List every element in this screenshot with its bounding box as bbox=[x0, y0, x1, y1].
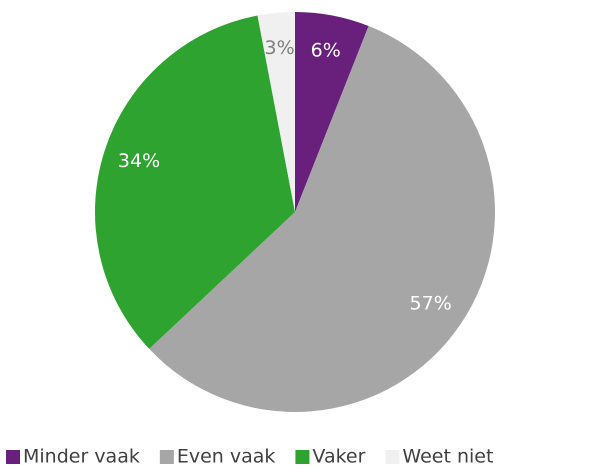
pie-slice bbox=[257, 12, 295, 212]
legend-label: Weet niet bbox=[402, 446, 493, 468]
data-label: 34% bbox=[118, 150, 160, 172]
legend-label: Minder vaak bbox=[23, 446, 140, 468]
pie-slice bbox=[295, 12, 369, 212]
data-label: 3% bbox=[264, 37, 294, 59]
legend-swatch bbox=[295, 450, 310, 464]
legend-swatch bbox=[6, 450, 20, 464]
pie-slice bbox=[149, 26, 495, 412]
data-label: 6% bbox=[311, 39, 341, 61]
legend-swatch bbox=[385, 450, 400, 464]
legend-label: Even vaak bbox=[177, 446, 276, 468]
legend-swatch bbox=[159, 450, 174, 464]
legend-label: Vaker bbox=[312, 446, 365, 468]
data-label: 57% bbox=[410, 293, 452, 315]
pie-slice bbox=[94, 15, 295, 349]
